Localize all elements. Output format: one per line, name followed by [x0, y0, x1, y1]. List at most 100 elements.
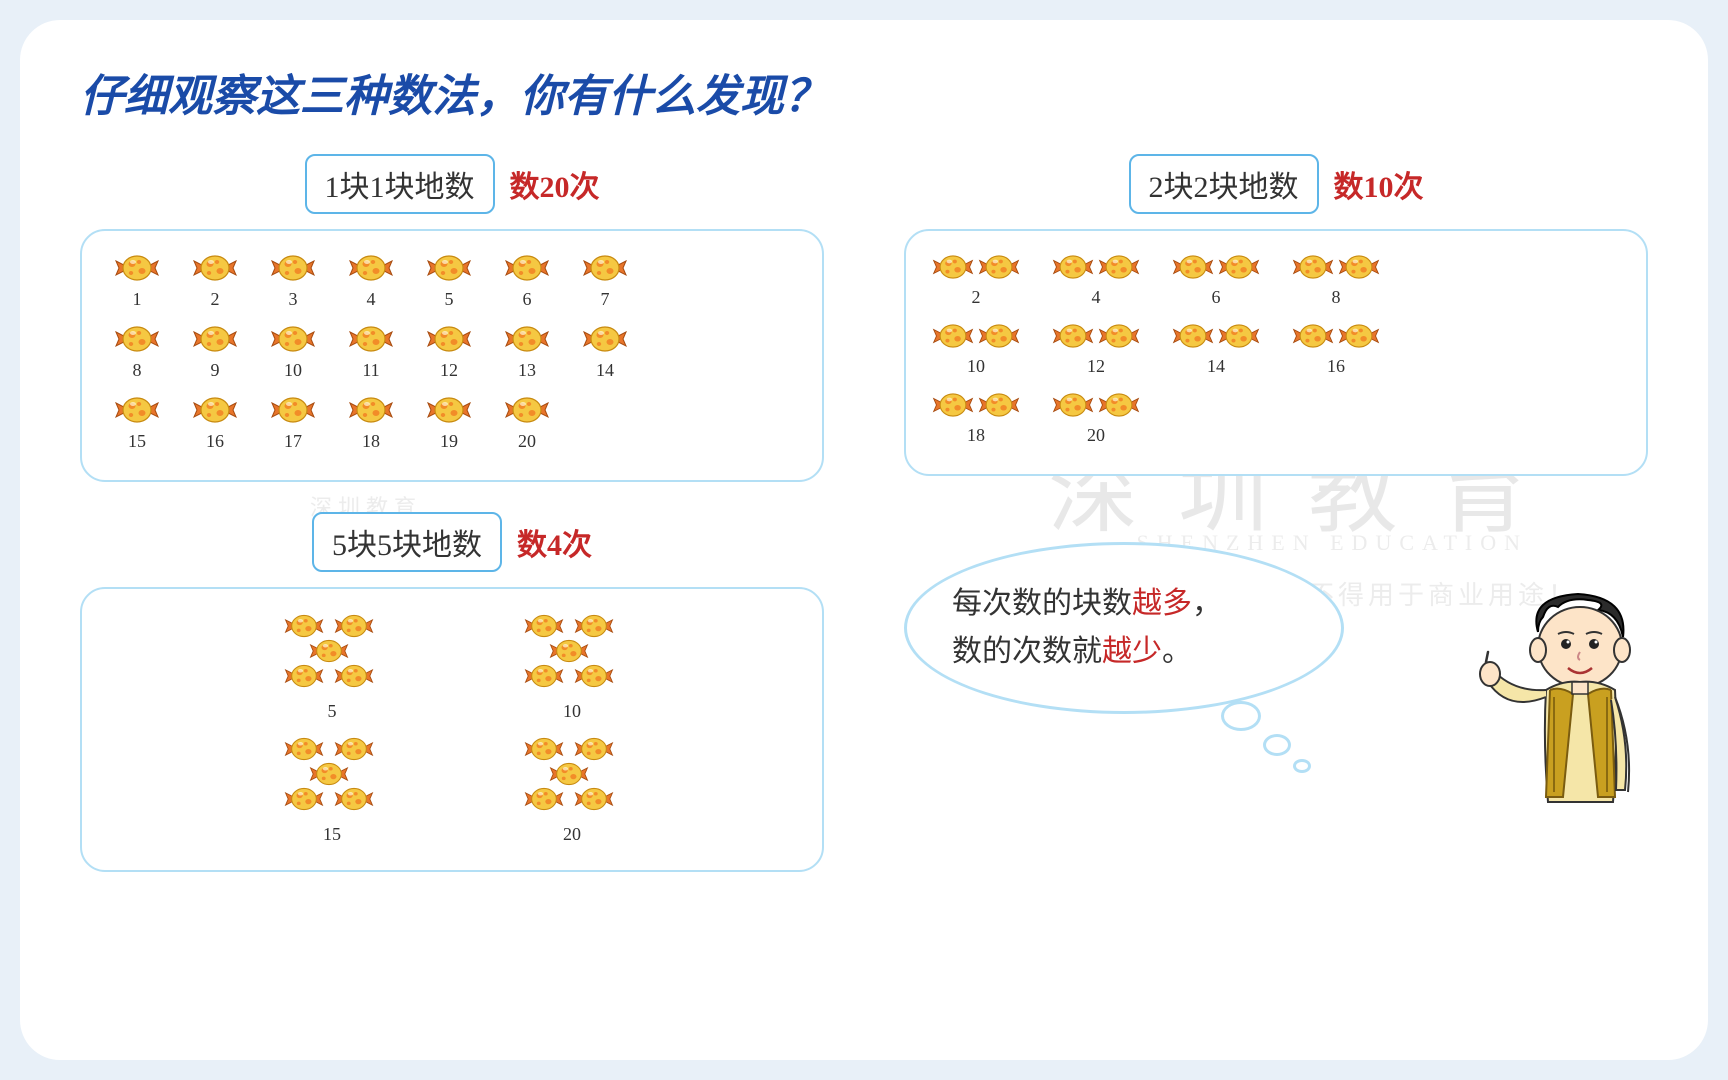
candy-icon — [424, 249, 474, 287]
candy-number: 6 — [1212, 287, 1221, 308]
candy-icon — [1336, 249, 1382, 285]
candy-icon — [522, 659, 566, 693]
candy-item: 11 — [341, 320, 401, 381]
candy-number: 18 — [362, 431, 380, 452]
candy-number: 20 — [518, 431, 536, 452]
candy-number: 3 — [289, 289, 298, 310]
candy-icon — [1336, 318, 1382, 354]
candy-number: 8 — [133, 360, 142, 381]
candy-number: 7 — [601, 289, 610, 310]
method-1-box: 1 2 3 4 5 — [80, 229, 824, 482]
conclusion-line2b: 越少 — [1102, 635, 1162, 668]
candy-row: 15 — [142, 732, 762, 845]
candy-icon — [1216, 318, 1262, 354]
candy-icon — [332, 782, 376, 816]
candy-item: 5 — [419, 249, 479, 310]
candy-number: 12 — [440, 360, 458, 381]
candy-number: 1 — [133, 289, 142, 310]
candy-number: 10 — [967, 356, 985, 377]
method-2-box: 2 4 6 — [904, 229, 1648, 476]
candy-pair: 20 — [1051, 387, 1141, 446]
content-layout: 1块1块地数 数20次 1 2 3 — [80, 154, 1648, 872]
candy-number: 13 — [518, 360, 536, 381]
candy-icon — [332, 659, 376, 693]
candy-number: 4 — [367, 289, 376, 310]
candy-number: 11 — [362, 360, 379, 381]
candy-number: 15 — [323, 824, 341, 845]
candy-item: 1 — [107, 249, 167, 310]
candy-row: 18 20 — [931, 387, 1621, 446]
candy-pair: 12 — [1051, 318, 1141, 377]
candy-number: 16 — [206, 431, 224, 452]
candy-icon — [190, 391, 240, 429]
method-1-label: 1块1块地数 — [305, 154, 495, 214]
method-2-header: 2块2块地数 数10次 — [904, 154, 1648, 214]
candy-group-five: 20 — [512, 732, 632, 845]
candy-item: 4 — [341, 249, 401, 310]
method-3-label: 5块5块地数 — [312, 512, 502, 572]
candy-icon — [1290, 249, 1336, 285]
candy-icon — [1050, 387, 1096, 423]
candy-icon — [268, 320, 318, 358]
candy-icon — [522, 782, 566, 816]
candy-icon — [1050, 318, 1096, 354]
candy-icon — [1170, 318, 1216, 354]
method-2-label: 2块2块地数 — [1129, 154, 1319, 214]
bubble-tail — [1221, 701, 1261, 731]
candy-number: 12 — [1087, 356, 1105, 377]
candy-pair: 2 — [931, 249, 1021, 308]
conclusion-line1b: 越多 — [1132, 587, 1192, 620]
candy-icon — [1096, 318, 1142, 354]
candy-icon — [502, 320, 552, 358]
candy-icon — [190, 249, 240, 287]
candy-icon — [112, 249, 162, 287]
candy-pair: 14 — [1171, 318, 1261, 377]
candy-icon — [572, 659, 616, 693]
candy-number: 19 — [440, 431, 458, 452]
candy-number: 10 — [563, 701, 581, 722]
candy-number: 20 — [563, 824, 581, 845]
candy-icon — [502, 391, 552, 429]
candy-icon — [346, 249, 396, 287]
candy-item: 19 — [419, 391, 479, 452]
candy-icon — [1290, 318, 1336, 354]
boy-character — [1468, 582, 1688, 862]
candy-pair: 10 — [931, 318, 1021, 377]
method-2-count: 数10次 — [1334, 162, 1424, 206]
conclusion-section: 每次数的块数越多， 数的次数就越少。 — [904, 512, 1648, 872]
candy-icon — [346, 320, 396, 358]
method-2-section: 2块2块地数 数10次 2 — [904, 154, 1648, 482]
candy-icon — [930, 387, 976, 423]
candy-icon — [930, 249, 976, 285]
candy-icon — [112, 391, 162, 429]
candy-item: 13 — [497, 320, 557, 381]
candy-number: 10 — [284, 360, 302, 381]
candy-number: 2 — [211, 289, 220, 310]
conclusion-line2a: 数的次数就 — [952, 635, 1102, 668]
candy-icon — [424, 391, 474, 429]
candy-item: 15 — [107, 391, 167, 452]
candy-number: 8 — [1332, 287, 1341, 308]
method-3-section: 5块5块地数 数4次 — [80, 512, 824, 872]
conclusion-text: 每次数的块数越多， 数的次数就越少。 — [952, 580, 1296, 676]
candy-item: 2 — [185, 249, 245, 310]
candy-group-five: 15 — [272, 732, 392, 845]
candy-icon — [1216, 249, 1262, 285]
candy-row: 15 16 17 18 19 — [107, 391, 797, 452]
candy-item: 16 — [185, 391, 245, 452]
method-1-count: 数20次 — [510, 162, 600, 206]
candy-pair: 6 — [1171, 249, 1261, 308]
candy-number: 16 — [1327, 356, 1345, 377]
candy-group-five: 10 — [512, 609, 632, 722]
candy-icon — [1050, 249, 1096, 285]
bubble-tail — [1263, 734, 1291, 756]
candy-row: 10 12 14 — [931, 318, 1621, 377]
conclusion-line1a: 每次数的块数 — [952, 587, 1132, 620]
candy-number: 5 — [445, 289, 454, 310]
candy-icon — [190, 320, 240, 358]
candy-icon — [282, 782, 326, 816]
candy-item: 17 — [263, 391, 323, 452]
method-3-header: 5块5块地数 数4次 — [80, 512, 824, 572]
candy-icon — [572, 782, 616, 816]
candy-item: 8 — [107, 320, 167, 381]
